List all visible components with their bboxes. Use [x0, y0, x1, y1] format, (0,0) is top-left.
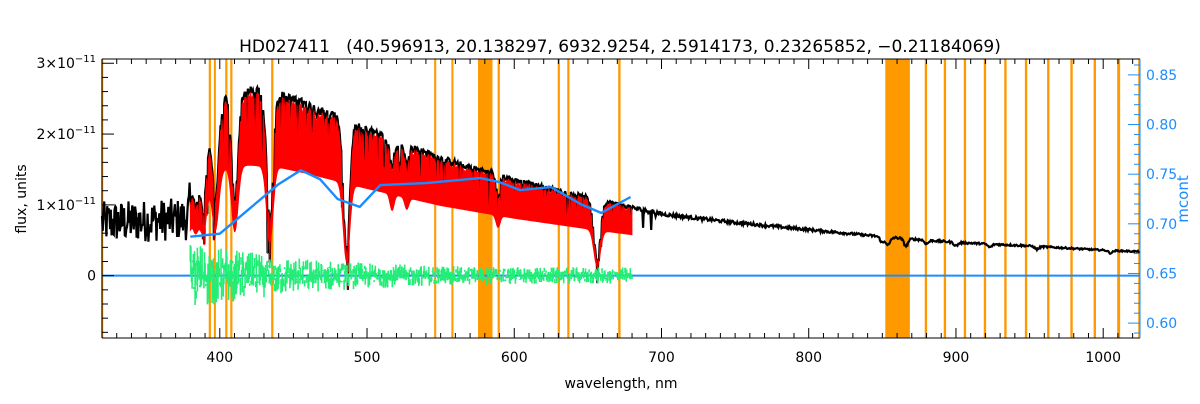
masked-band [1138, 59, 1141, 338]
masked-band [943, 59, 947, 338]
x-tick-label: 1000 [1085, 350, 1121, 366]
masked-band [1047, 59, 1050, 338]
masked-band [1093, 59, 1096, 338]
y2-tick-label: 0.80 [1146, 118, 1177, 134]
model-flux-area [189, 91, 633, 290]
masked-band [1004, 59, 1007, 338]
y2-tick-label: 0.70 [1146, 217, 1177, 233]
chart-title: HD027411 (40.596913, 20.138297, 6932.925… [239, 37, 1001, 57]
y2-axis-label: mcont [1174, 175, 1192, 223]
masked-band [963, 59, 967, 338]
x-tick-label: 800 [795, 350, 822, 366]
y-tick-label: 2×10−11 [36, 125, 96, 143]
x-tick-label: 400 [206, 350, 233, 366]
x-tick-label: 700 [648, 350, 675, 366]
series-layer [100, 83, 1141, 305]
axes: 400 500 600 700 800 900 1000 0 1×10−11 2×10−11 3×1… [36, 54, 1177, 366]
x-axis-label: wavelength, nm [565, 376, 678, 392]
x-tick-label: 500 [354, 350, 381, 366]
y-axis-label: flux, units [14, 164, 30, 233]
x-tick-label: 600 [501, 350, 528, 366]
masked-band [1024, 59, 1028, 338]
y-tick-label: 1×10−11 [36, 196, 96, 214]
masked-band [885, 59, 910, 338]
masked-band [924, 59, 928, 338]
y-tick-label: 0 [87, 269, 96, 285]
masked-band [983, 59, 987, 338]
y2-tick-label: 0.85 [1146, 68, 1177, 84]
x-tick-label: 900 [943, 350, 970, 366]
mcont-curve [190, 169, 632, 238]
masked-band [618, 59, 621, 338]
masked-band [1117, 59, 1121, 338]
y2-tick-label: 0.75 [1146, 167, 1177, 183]
residuals-scatter [189, 245, 633, 305]
masked-band [1070, 59, 1073, 338]
y-tick-label: 3×10−11 [36, 54, 96, 72]
y2-tick-label: 0.60 [1146, 316, 1177, 332]
masked-band [225, 59, 228, 338]
y2-tick-label: 0.65 [1146, 266, 1177, 282]
